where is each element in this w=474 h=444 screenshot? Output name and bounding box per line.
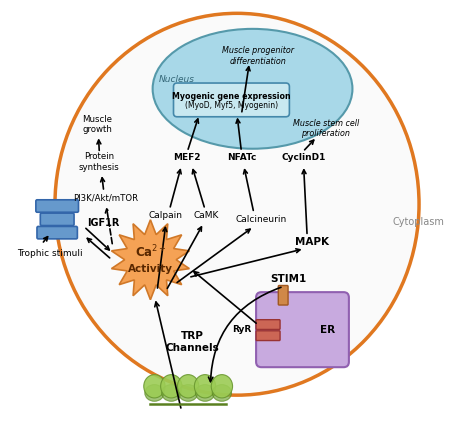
FancyBboxPatch shape: [278, 285, 288, 305]
FancyBboxPatch shape: [36, 200, 79, 212]
FancyBboxPatch shape: [256, 292, 349, 367]
FancyBboxPatch shape: [37, 226, 77, 239]
Text: Calcineurin: Calcineurin: [236, 215, 287, 224]
Text: PI3K/Akt/mTOR: PI3K/Akt/mTOR: [73, 193, 138, 202]
Polygon shape: [111, 220, 190, 300]
Text: MEF2: MEF2: [173, 153, 201, 162]
Ellipse shape: [212, 385, 231, 401]
Text: Myogenic gene expression: Myogenic gene expression: [173, 92, 291, 101]
Text: Muscle
growth: Muscle growth: [82, 115, 112, 134]
FancyBboxPatch shape: [256, 320, 280, 329]
Text: CaMK: CaMK: [193, 211, 219, 220]
Text: NFATc: NFATc: [227, 153, 256, 162]
Text: Protein
synthesis: Protein synthesis: [79, 152, 120, 172]
Text: Ca$^{2+}$: Ca$^{2+}$: [135, 243, 166, 260]
Text: Activity: Activity: [128, 264, 173, 274]
Text: RyR: RyR: [232, 325, 252, 334]
Text: IGF1R: IGF1R: [87, 218, 120, 228]
FancyBboxPatch shape: [173, 83, 290, 117]
Ellipse shape: [179, 385, 198, 401]
Ellipse shape: [145, 385, 164, 401]
Text: Nucleus: Nucleus: [159, 75, 195, 84]
FancyBboxPatch shape: [40, 213, 74, 226]
Ellipse shape: [177, 375, 199, 398]
Ellipse shape: [162, 385, 181, 401]
FancyBboxPatch shape: [256, 331, 280, 341]
Text: CyclinD1: CyclinD1: [282, 153, 326, 162]
Text: (MyoD, Myf5, Myogenin): (MyoD, Myf5, Myogenin): [185, 101, 278, 110]
Ellipse shape: [211, 375, 233, 398]
Ellipse shape: [153, 29, 353, 149]
Text: Muscle progenitor
differentiation: Muscle progenitor differentiation: [222, 46, 294, 66]
Text: ER: ER: [319, 325, 335, 335]
Ellipse shape: [161, 375, 182, 398]
Text: Trophic stimuli: Trophic stimuli: [17, 249, 83, 258]
Ellipse shape: [195, 385, 215, 401]
Ellipse shape: [55, 13, 419, 395]
Text: Calpain: Calpain: [149, 211, 183, 220]
Text: Muscle stem cell
proliferation: Muscle stem cell proliferation: [292, 119, 359, 139]
Text: TRP
Channels: TRP Channels: [166, 331, 219, 353]
Ellipse shape: [144, 375, 165, 398]
Text: STIM1: STIM1: [270, 274, 306, 284]
Text: Cytoplasm: Cytoplasm: [392, 217, 444, 227]
Ellipse shape: [194, 375, 216, 398]
Text: MAPK: MAPK: [295, 237, 328, 247]
